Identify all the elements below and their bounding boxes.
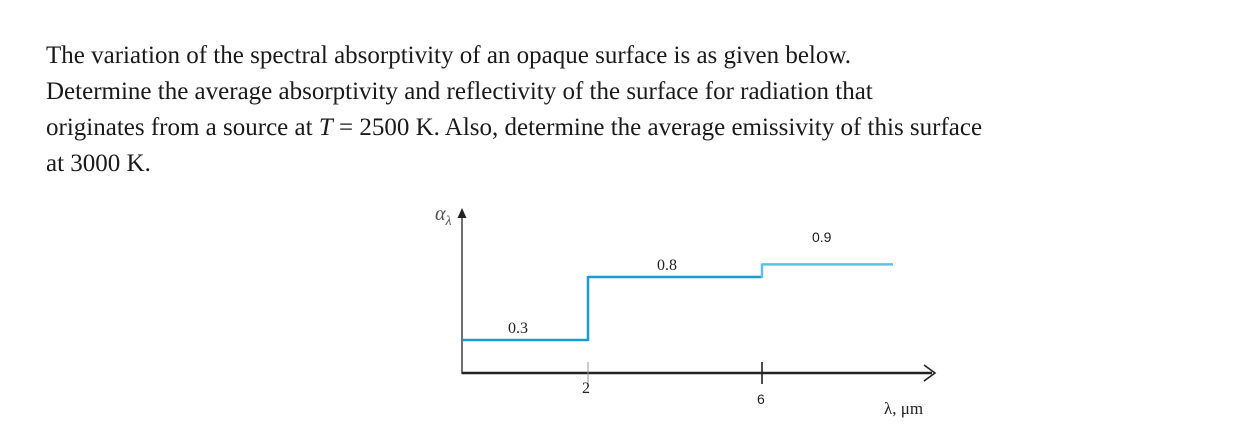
step-label-0.3: 0.3 bbox=[508, 320, 528, 337]
step-label-0.9: 0.9 bbox=[812, 229, 832, 245]
problem-line-4: at 3000 K. bbox=[46, 150, 151, 177]
step-label-0.8: 0.8 bbox=[657, 257, 677, 274]
y-axis-arrow-icon bbox=[457, 208, 467, 218]
problem-line-1: The variation of the spectral absorptivi… bbox=[46, 42, 852, 69]
x-tick-label-2: 2 bbox=[582, 380, 590, 397]
step-series bbox=[463, 263, 893, 342]
temperature-symbol: T bbox=[318, 114, 333, 141]
problem-line-3: originates from a source at T = 2500 K. … bbox=[46, 110, 1226, 146]
problem-line-3-end: = 2500 K. Also, determine the average em… bbox=[332, 114, 983, 141]
y-axis-label: αλ bbox=[435, 203, 452, 229]
y-axis-label-subscript: λ bbox=[445, 214, 452, 229]
problem-line-3-start: originates from a source at bbox=[46, 114, 319, 141]
x-axis-arrow-icon bbox=[923, 364, 937, 382]
problem-statement: The variation of the spectral absorptivi… bbox=[46, 38, 1226, 182]
problem-line-2: Determine the average absorptivity and r… bbox=[46, 78, 873, 105]
x-tick-label-6: 6 bbox=[757, 391, 765, 407]
x-axis-label: λ, μm bbox=[884, 399, 923, 418]
